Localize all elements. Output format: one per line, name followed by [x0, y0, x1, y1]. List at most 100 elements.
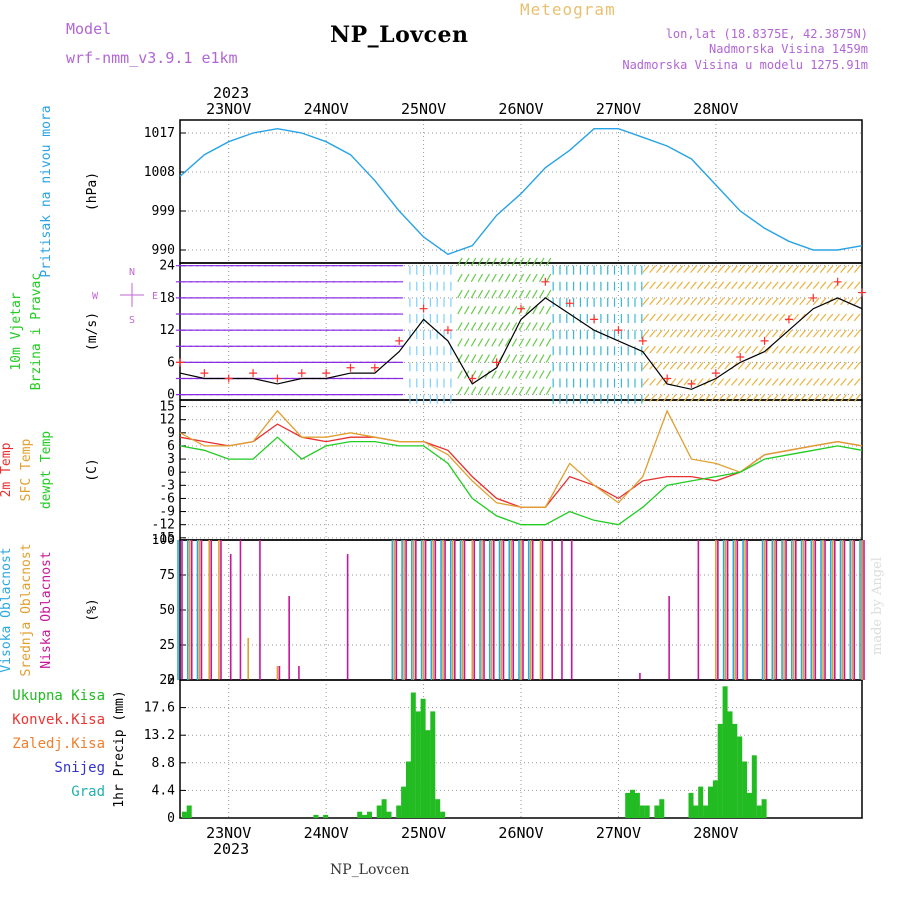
precip-bar	[742, 761, 748, 818]
wind-barb	[792, 394, 800, 402]
wind-barb	[758, 297, 766, 306]
wind-barb	[799, 394, 806, 402]
wind-barb	[785, 362, 793, 370]
precip-legend-item: Konvek.Kisa	[12, 712, 105, 728]
wind-barb	[518, 289, 525, 299]
station-title: NP_Lovcen	[330, 22, 469, 48]
wind-barb	[683, 394, 691, 402]
wind-barb	[758, 329, 766, 338]
wind-barb	[717, 297, 725, 306]
wind-barb	[470, 289, 477, 299]
wind-barb	[806, 378, 813, 386]
wind-barb	[642, 297, 650, 306]
wind-barb	[758, 378, 766, 386]
wind-barb	[792, 362, 800, 370]
y-tick-label: 75	[159, 568, 175, 583]
wind-barb	[846, 394, 854, 402]
precip-bar	[717, 723, 723, 818]
wind-barb	[484, 289, 491, 299]
y-tick-label: -3	[159, 478, 175, 493]
wind-barb	[491, 386, 497, 395]
model-altitude-info: Nadmorska Visina u modelu 1275.91m	[622, 58, 868, 72]
wind-barb	[717, 281, 725, 290]
wind-barb	[792, 281, 800, 290]
wind-barb	[477, 386, 484, 395]
lonlat-info: lon,lat (18.8375E, 42.3875N)	[665, 27, 868, 41]
wind-barbs	[175, 257, 861, 404]
wind-barb	[744, 313, 752, 322]
wind-barb	[799, 281, 806, 290]
wind-barb	[525, 305, 531, 315]
y-tick-label: 18	[159, 291, 175, 306]
wind-barb	[765, 345, 772, 354]
wind-barb	[538, 322, 545, 331]
y-axis-label: (%)	[85, 598, 100, 621]
wind-barb	[470, 354, 477, 363]
wind-barb	[457, 386, 463, 395]
wind-barb	[491, 370, 497, 379]
wind-barb	[853, 313, 861, 322]
wind-barb	[833, 265, 841, 273]
wind-barb	[717, 362, 725, 370]
precip-bar	[401, 786, 407, 818]
wind-barb	[799, 265, 806, 273]
wind-barb	[690, 345, 697, 354]
wind-barb	[545, 257, 552, 266]
y-axis-label: dewpt Temp	[39, 431, 54, 509]
wind-barb	[649, 281, 656, 290]
wind-barb	[819, 329, 827, 338]
wind-barb	[826, 281, 834, 290]
y-tick-label: 3	[167, 452, 175, 467]
wind-barb	[532, 370, 538, 379]
wind-barb	[812, 297, 820, 306]
wind-gust-marker	[176, 358, 184, 367]
wind-barb	[744, 345, 752, 354]
precip-bar	[313, 814, 319, 818]
precip-bar	[381, 799, 387, 818]
wind-barb	[498, 273, 504, 283]
wind-barb	[696, 281, 704, 290]
wind-barb	[676, 265, 684, 273]
wind-barb	[683, 281, 691, 290]
precip-bar	[186, 805, 192, 818]
wind-barb	[846, 378, 854, 386]
wind-barb	[662, 329, 670, 338]
wind-barb	[703, 394, 711, 402]
wind-barb	[545, 289, 552, 299]
wind-barb	[833, 297, 841, 306]
wind-barb	[710, 394, 718, 402]
wind-barb	[731, 313, 738, 322]
wind-barb	[656, 329, 663, 338]
wind-barb	[765, 329, 772, 338]
wind-barb	[703, 313, 711, 322]
wind-barb	[532, 386, 538, 395]
wind-barb	[518, 386, 525, 395]
compass-e: E	[152, 291, 158, 302]
wind-barb	[717, 313, 725, 322]
y-tick-label: 12	[159, 413, 175, 428]
wind-barb	[538, 273, 545, 283]
wind-barb	[806, 297, 813, 306]
wind-gust-marker	[443, 326, 452, 335]
precip-bar	[376, 805, 382, 818]
wind-barb	[806, 362, 813, 370]
wind-barb	[771, 329, 779, 338]
wind-gust-marker	[468, 374, 477, 383]
wind-barb	[538, 338, 545, 347]
wind-barb	[538, 386, 545, 395]
wind-barb	[676, 281, 684, 290]
wind-barb	[477, 305, 484, 315]
wind-barb	[703, 345, 711, 354]
wind-barb	[669, 297, 677, 306]
wind-barb	[778, 313, 786, 322]
wind-barb	[846, 297, 854, 306]
wind-barb	[758, 362, 766, 370]
y-tick-label: 12	[159, 323, 175, 338]
wind-gust-marker	[297, 369, 306, 378]
wind-gust-marker	[395, 336, 404, 345]
wind-barb	[669, 345, 677, 354]
y-tick-label: 0	[167, 465, 175, 480]
wind-barb	[819, 394, 827, 402]
wind-barb	[538, 289, 545, 299]
wind-barb	[703, 281, 711, 290]
